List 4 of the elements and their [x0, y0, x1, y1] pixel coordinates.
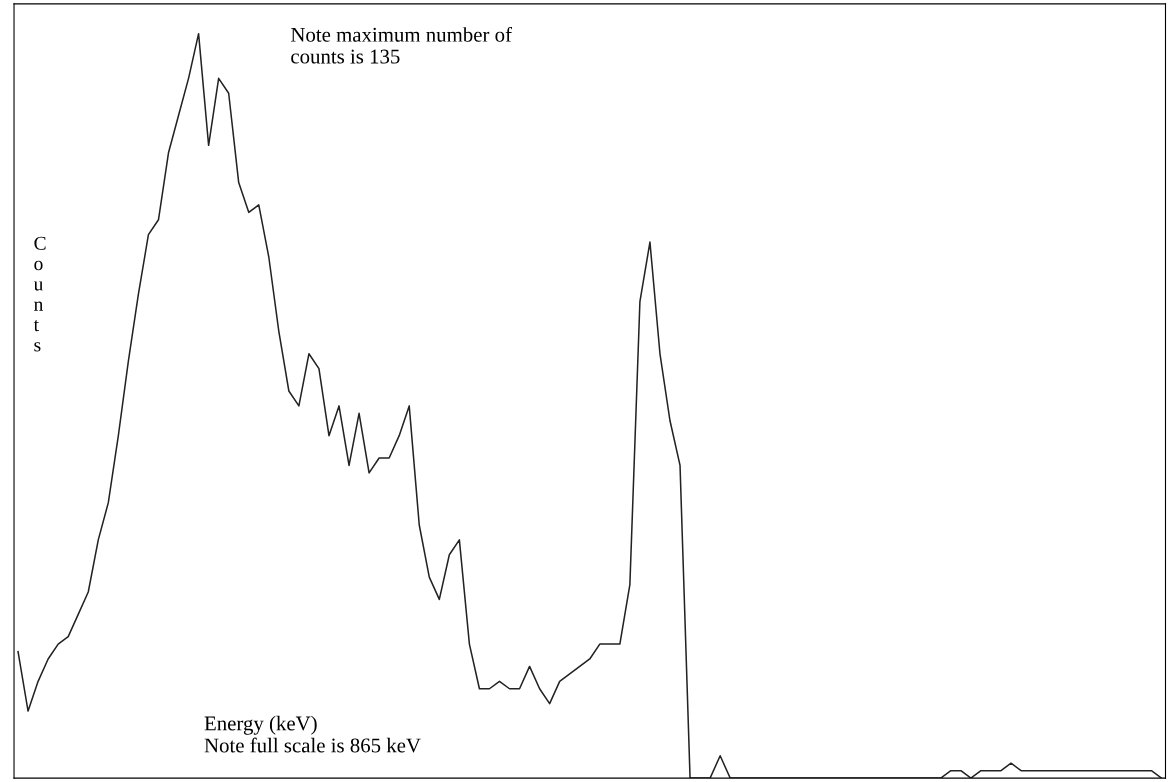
x-axis-title: Energy (keV) — [204, 715, 317, 735]
annotation: Note maximum number of counts is 135 — [290, 26, 512, 64]
y-axis-title: Counts — [33, 236, 46, 352]
annotation: Note full scale is 865 keV — [204, 737, 421, 753]
